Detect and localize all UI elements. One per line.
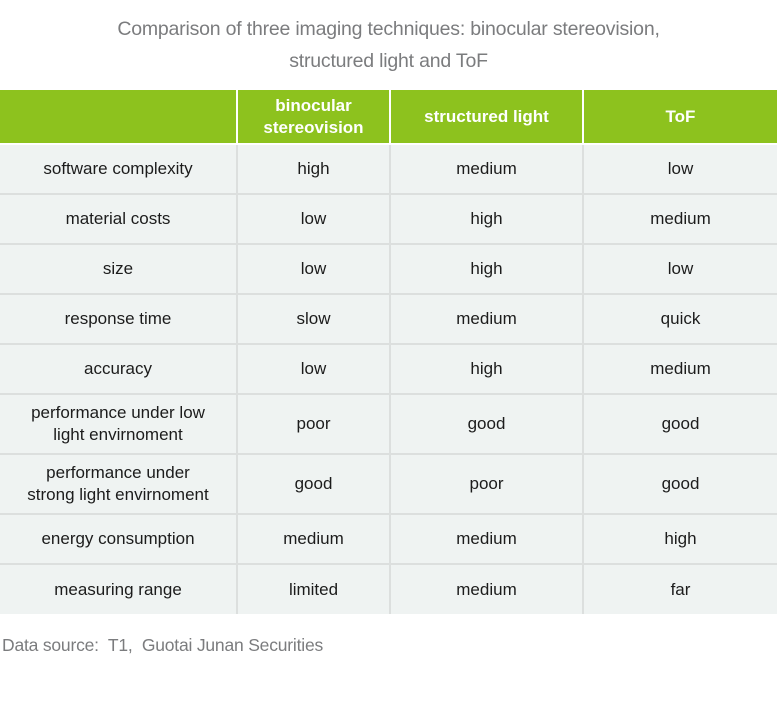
row-label: measuring range [0,563,238,614]
table-cell: high [236,143,391,195]
row-label: material costs [0,193,238,245]
table-cell: low [582,143,777,195]
row-label: accuracy [0,343,238,395]
chart-title: Comparison of three imaging techniques: … [0,0,777,77]
table-cell: medium [389,143,584,195]
table-cell: quick [582,293,777,345]
comparison-table: binocular stereovision structured light … [0,90,777,614]
table-row: performance under low light envirnoment … [0,393,777,455]
table-cell: far [582,563,777,614]
table-cell: high [389,193,584,245]
row-label: performance under low light envirnoment [0,393,238,455]
table-cell: high [582,513,777,565]
table-cell: good [582,453,777,515]
table-cell: medium [582,343,777,395]
column-header-binocular-stereovision: binocular stereovision [236,90,391,145]
table-cell: low [236,193,391,245]
table-cell: good [236,453,391,515]
table-cell: good [582,393,777,455]
table-row: measuring range limited medium far [0,563,777,614]
table-cell: high [389,343,584,395]
table-cell: low [236,243,391,295]
table-row: energy consumption medium medium high [0,513,777,565]
table-cell: medium [389,563,584,614]
chart-title-line-2: structured light and ToF [289,50,488,72]
chart-title-line-1: Comparison of three imaging techniques: … [117,18,660,40]
row-label: response time [0,293,238,345]
data-source-note: Data source: T1, Guotai Junan Securities [2,635,324,655]
table-cell: poor [389,453,584,515]
table-cell: medium [389,513,584,565]
row-label: energy consumption [0,513,238,565]
table-row: size low high low [0,243,777,295]
row-label: performance under strong light envirnome… [0,453,238,515]
table-cell: poor [236,393,391,455]
table-row: performance under strong light envirnome… [0,453,777,515]
table-cell: medium [582,193,777,245]
table-cell: medium [389,293,584,345]
table-row: response time slow medium quick [0,293,777,345]
table-cell: slow [236,293,391,345]
column-header-empty [0,90,238,145]
table-cell: medium [236,513,391,565]
table-cell: good [389,393,584,455]
table-cell: high [389,243,584,295]
header-row: binocular stereovision structured light … [0,90,777,145]
table-row: software complexity high medium low [0,143,777,195]
row-label: size [0,243,238,295]
column-header-structured-light: structured light [389,90,584,145]
table-cell: limited [236,563,391,614]
table-row: material costs low high medium [0,193,777,245]
row-label: software complexity [0,143,238,195]
column-header-tof: ToF [582,90,777,145]
table-cell: low [236,343,391,395]
table-row: accuracy low high medium [0,343,777,395]
table-cell: low [582,243,777,295]
